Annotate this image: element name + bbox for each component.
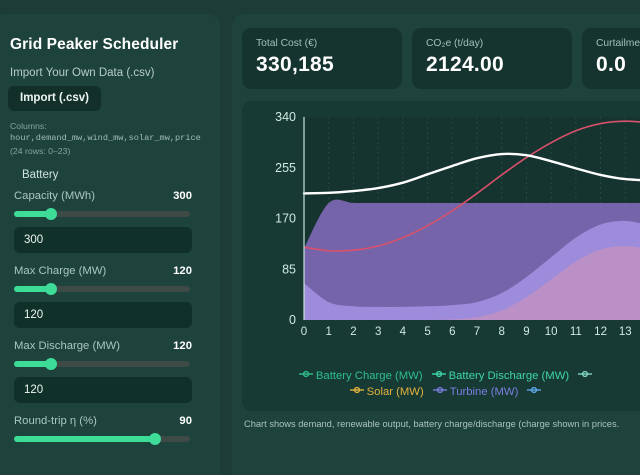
y-axis-tick-label: 85 <box>282 262 296 276</box>
legend-marker-icon <box>349 385 364 398</box>
main-panel: Total Cost (€) 330,185 CO₂e (t/day) 2124… <box>232 14 640 475</box>
chart-svg: 08517025534001234567891011121314 <box>275 110 640 338</box>
slider-capacity[interactable] <box>14 206 190 222</box>
import-section-label: Import Your Own Data (.csv) <box>10 67 155 79</box>
x-axis-tick-label: 8 <box>499 326 505 338</box>
legend-item[interactable]: Battery Discharge (MW) <box>431 369 570 382</box>
y-axis-tick-label: 170 <box>275 212 296 226</box>
slider-round-trip[interactable] <box>14 431 190 447</box>
control-round-trip: Round-trip η (%) 90 <box>8 415 206 447</box>
slider-fill <box>14 285 51 292</box>
metric-card-co2e: CO₂e (t/day) 2124.00 <box>412 28 572 89</box>
metric-label: Curtailment (MWh) <box>596 38 640 49</box>
x-axis-tick-label: 2 <box>350 326 356 338</box>
legend-label: Turbine (MW) <box>449 385 519 398</box>
legend-marker-icon <box>431 369 446 382</box>
import-csv-button[interactable]: Import (.csv) <box>8 86 102 111</box>
control-value: 90 <box>179 414 192 427</box>
y-axis-tick-label: 0 <box>289 313 296 327</box>
x-axis-tick-label: 1 <box>326 326 332 338</box>
metric-label: Total Cost (€) <box>256 38 318 49</box>
slider-fill <box>14 360 51 367</box>
control-label: Max Discharge (MW) <box>14 339 121 352</box>
slider-thumb[interactable] <box>45 282 57 295</box>
x-axis-tick-label: 0 <box>301 326 307 338</box>
columns-heading: Columns: <box>10 121 47 131</box>
input-max-discharge[interactable] <box>14 376 192 403</box>
legend-item[interactable]: Turbine (MW) <box>432 385 519 398</box>
chart-caption: Chart shows demand, renewable output, ba… <box>244 419 620 429</box>
x-axis-tick-label: 5 <box>424 326 430 338</box>
control-capacity: Capacity (MWh) 300 <box>8 190 206 262</box>
legend-item[interactable] <box>527 385 544 398</box>
slider-fill <box>14 435 155 442</box>
rows-info: (24 rows: 0–23) <box>10 145 71 156</box>
control-value: 120 <box>173 264 192 277</box>
legend-marker-icon <box>432 385 447 398</box>
columns-info: Columns: hour,demand_mw,wind_mw,solar_mw… <box>8 120 206 157</box>
x-axis-tick-label: 13 <box>619 326 632 338</box>
legend-item[interactable]: Battery Charge (MW) <box>298 369 423 382</box>
columns-list: hour,demand_mw,wind_mw,solar_mw,price <box>10 133 201 144</box>
chart-plot: 08517025534001234567891011121314 <box>242 105 640 350</box>
control-max-charge: Max Charge (MW) 120 <box>8 265 206 337</box>
slider-thumb[interactable] <box>45 207 57 220</box>
input-capacity[interactable] <box>14 226 192 253</box>
slider-max-discharge[interactable] <box>14 356 190 372</box>
legend-label: Solar (MW) <box>366 385 424 398</box>
sidebar: Grid Peaker Scheduler Import Your Own Da… <box>0 14 220 475</box>
slider-track <box>14 285 190 292</box>
slider-max-charge[interactable] <box>14 281 190 297</box>
legend-row: Battery Charge (MW) Battery Discharge (MW… <box>242 369 640 382</box>
section-title-battery: Battery <box>22 168 59 181</box>
slider-thumb[interactable] <box>45 357 57 370</box>
x-axis-tick-label: 11 <box>570 326 582 338</box>
metric-value: 330,185 <box>256 53 335 76</box>
control-value: 120 <box>173 339 192 352</box>
x-axis-tick-label: 7 <box>474 326 480 338</box>
slider-track <box>14 210 190 217</box>
page-title: Grid Peaker Scheduler <box>10 36 179 53</box>
slider-track <box>14 360 190 367</box>
legend-label: Battery Discharge (MW) <box>448 369 570 382</box>
y-axis-tick-label: 340 <box>275 110 296 124</box>
x-axis-tick-label: 10 <box>545 326 558 338</box>
chart-legend: Battery Charge (MW) Battery Discharge (MW… <box>242 369 640 401</box>
slider-thumb[interactable] <box>149 432 161 445</box>
y-axis-tick-label: 255 <box>275 161 296 175</box>
x-axis-tick-label: 6 <box>449 326 455 338</box>
x-axis-tick-label: 3 <box>375 326 381 338</box>
slider-fill <box>14 210 51 217</box>
legend-marker-icon <box>527 385 542 398</box>
control-max-discharge: Max Discharge (MW) 120 <box>8 340 206 412</box>
metric-value: 0.0 <box>596 53 627 76</box>
input-max-charge[interactable] <box>14 301 192 328</box>
x-axis-tick-label: 12 <box>594 326 607 338</box>
control-value: 300 <box>173 189 192 202</box>
legend-row: Solar (MW) Turbine (MW) <box>242 385 640 398</box>
legend-item[interactable] <box>578 369 595 382</box>
legend-item[interactable]: Solar (MW) <box>349 385 424 398</box>
chart-card: 08517025534001234567891011121314 Battery… <box>242 101 640 411</box>
x-axis-tick-label: 9 <box>523 326 529 338</box>
x-axis-tick-label: 4 <box>400 326 407 338</box>
metric-label: CO₂e (t/day) <box>426 38 484 49</box>
metric-value: 2124.00 <box>426 53 505 76</box>
legend-marker-icon <box>298 369 313 382</box>
control-label: Round-trip η (%) <box>14 414 97 427</box>
legend-label: Battery Charge (MW) <box>315 369 423 382</box>
metrics-row: Total Cost (€) 330,185 CO₂e (t/day) 2124… <box>242 28 640 89</box>
metric-card-total-cost: Total Cost (€) 330,185 <box>242 28 402 89</box>
legend-marker-icon <box>578 369 593 382</box>
control-label: Capacity (MWh) <box>14 189 95 202</box>
metric-card-curtailment: Curtailment (MWh) 0.0 <box>582 28 640 89</box>
control-label: Max Charge (MW) <box>14 264 107 277</box>
